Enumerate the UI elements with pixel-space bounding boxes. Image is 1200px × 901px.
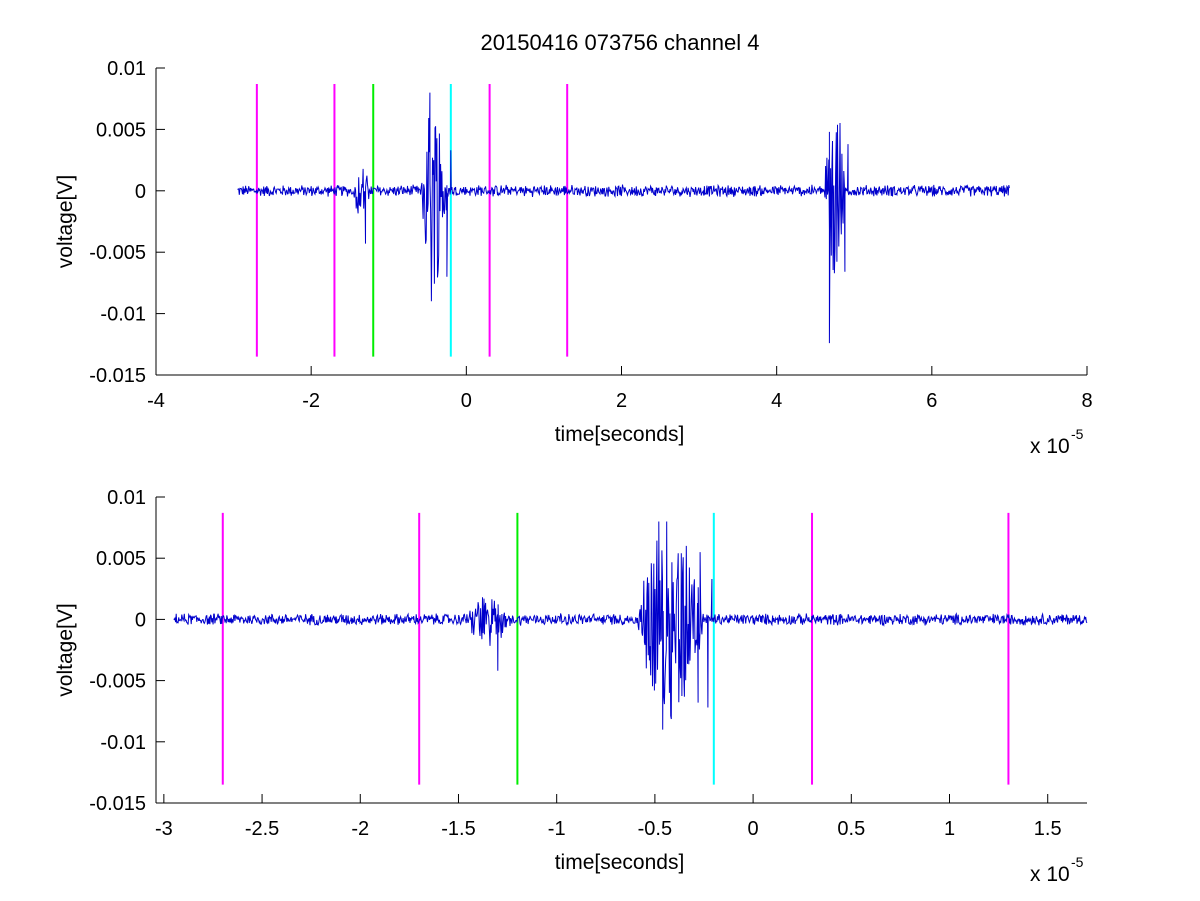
bottom-plot-y-tick-label: 0.005 [96, 548, 146, 570]
top-plot-axes-box [156, 68, 1087, 375]
top-plot-y-tick-label: 0 [135, 181, 146, 203]
top-plot-x-tick-label: 2 [616, 390, 627, 412]
top-plot-x-tick-label: 0 [461, 390, 472, 412]
top-plot-y-tick-label: 0.005 [96, 119, 146, 141]
bottom-plot-panel: 0.01 0.005 0 -0.005 -0.01 -0.015 -3 -2.5 -2 -1.5… [54, 487, 1088, 886]
top-plot-x-multiplier: x 10 [1030, 435, 1070, 458]
bottom-plot-y-tick-label: 0 [135, 609, 146, 631]
bottom-plot-x-tick-label: 1.5 [1034, 818, 1062, 840]
top-plot-x-tick-label: -4 [147, 390, 165, 412]
top-plot-markers [255, 83, 569, 357]
bottom-plot-x-multiplier: x 10 [1030, 863, 1070, 886]
top-plot-signal-line [237, 92, 1010, 344]
bottom-plot-x-tick-label: 1 [944, 818, 955, 840]
bottom-plot-y-ticks: 0.01 0.005 0 -0.005 -0.01 -0.015 [89, 487, 165, 815]
top-plot-x-tick-label: -2 [302, 390, 320, 412]
bottom-plot-x-tick-label: -2 [351, 818, 369, 840]
top-plot-x-axis-label: time[seconds] [555, 423, 685, 446]
top-plot-y-ticks: 0.01 0.005 0 -0.005 -0.01 -0.015 [89, 58, 165, 387]
top-plot-y-tick-label: -0.005 [89, 242, 146, 264]
bottom-plot-x-tick-label: 0.5 [837, 818, 865, 840]
bottom-plot-x-tick-label: -0.5 [638, 818, 672, 840]
top-plot-x-tick-label: 6 [926, 390, 937, 412]
figure-title: 20150416 073756 channel 4 [481, 30, 760, 55]
bottom-plot-y-tick-label: -0.01 [100, 732, 146, 754]
bottom-plot-y-tick-label: 0.01 [107, 487, 146, 509]
top-plot-y-tick-label: -0.01 [100, 304, 146, 326]
bottom-plot-x-multiplier-exponent: -5 [1071, 854, 1084, 870]
bottom-plot-x-tick-label: -3 [155, 818, 173, 840]
top-plot-panel: 0.01 0.005 0 -0.005 -0.01 -0.015 -4 -2 0 2 4 6 8 vo… [54, 58, 1093, 458]
bottom-plot-y-axis-label: voltage[V] [54, 603, 77, 696]
top-plot-y-tick-label: 0.01 [107, 58, 146, 80]
bottom-plot-x-tick-label: -2.5 [245, 818, 279, 840]
bottom-plot-x-tick-label: -1.5 [441, 818, 475, 840]
bottom-plot-x-axis-label: time[seconds] [555, 851, 685, 874]
top-plot-x-tick-label: 8 [1081, 390, 1092, 412]
top-plot-x-ticks: -4 -2 0 2 4 6 8 [147, 366, 1093, 412]
bottom-plot-x-ticks: -3 -2.5 -2 -1.5 -1 -0.5 0 0.5 1 1.5 [155, 794, 1062, 840]
top-plot-x-tick-label: 4 [771, 390, 782, 412]
bottom-plot-markers [221, 512, 1010, 785]
bottom-plot-signal-line [173, 521, 1088, 730]
bottom-plot-x-tick-label: -1 [548, 818, 566, 840]
bottom-plot-axes-box [156, 497, 1087, 803]
top-plot-y-tick-label: -0.015 [89, 365, 146, 387]
bottom-plot-y-tick-label: -0.005 [89, 671, 146, 693]
top-plot-x-multiplier-exponent: -5 [1071, 426, 1084, 442]
top-plot-y-axis-label: voltage[V] [54, 175, 77, 268]
bottom-plot-x-tick-label: 0 [748, 818, 759, 840]
bottom-plot-y-tick-label: -0.015 [89, 793, 146, 815]
